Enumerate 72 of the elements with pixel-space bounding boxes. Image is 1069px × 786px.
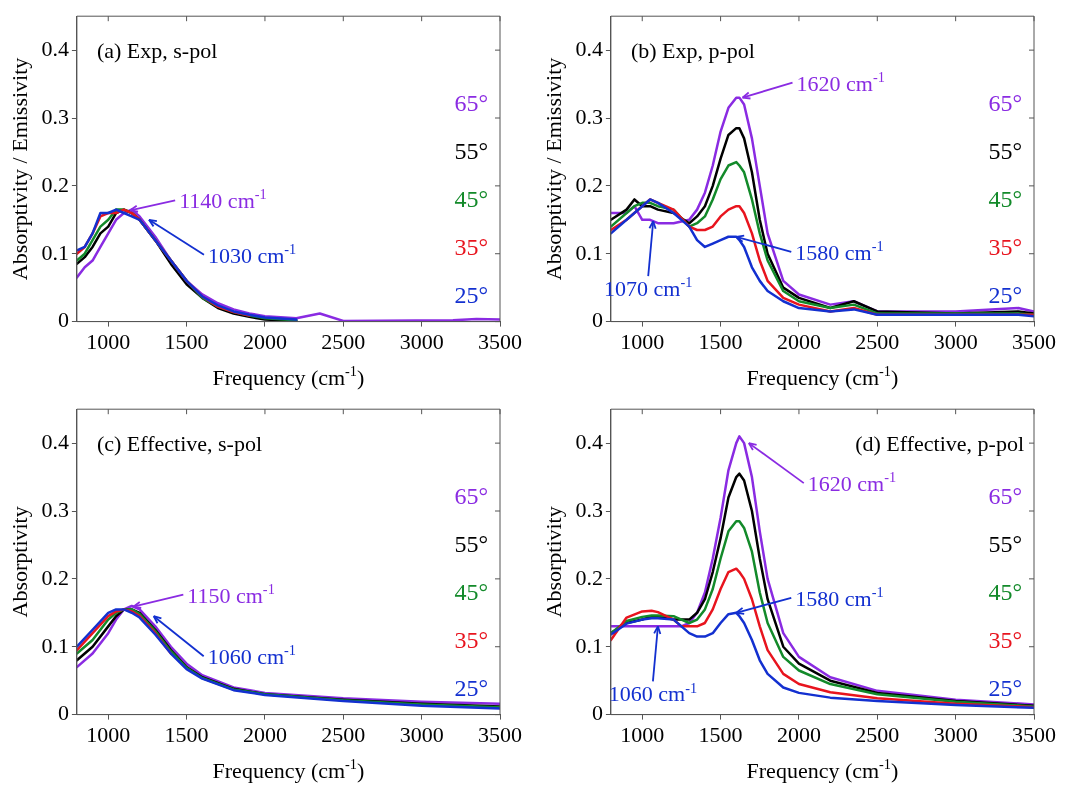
x-tick-label: 1500 [698, 721, 743, 747]
x-tick-label: 1000 [620, 328, 665, 354]
text: 65° [454, 90, 489, 117]
x-tick-label: 3500 [1012, 721, 1056, 747]
text: 35° [454, 627, 489, 654]
y-tick-label: 0.4 [575, 428, 603, 454]
text: 45° [454, 186, 489, 213]
x-tick-label: 3500 [1012, 328, 1056, 354]
y-tick-label: 0.2 [575, 564, 603, 590]
text: 55° [988, 531, 1023, 558]
x-tick-label: 3000 [933, 328, 978, 354]
x-tick-label: 1000 [86, 328, 131, 354]
x-tick-label: 2500 [321, 328, 366, 354]
text: 65° [454, 483, 489, 510]
y-tick-label: 0.3 [41, 103, 69, 129]
y-tick-label: 0.1 [575, 239, 603, 265]
text: (c) Effective, s-pol [96, 431, 263, 457]
y-axis-title: Absorptivity / Emissivity [6, 57, 32, 281]
y-axis-title: Absorptivity [540, 506, 566, 618]
y-axis-title: Absorptivity [6, 506, 32, 618]
text: 65° [988, 483, 1023, 510]
text: 55° [454, 138, 489, 165]
text: 35° [454, 234, 489, 261]
text: 35° [988, 627, 1023, 654]
text: 65° [988, 90, 1023, 117]
x-tick-label: 3500 [478, 721, 522, 747]
series-label: 25° [988, 282, 1023, 309]
y-tick-label: 0.2 [41, 564, 69, 590]
text: 25° [454, 282, 489, 309]
y-tick-label: 0.4 [41, 428, 69, 454]
y-tick-label: 0.3 [41, 496, 69, 522]
x-tick-label: 3500 [478, 328, 522, 354]
x-tick-label: 2000 [242, 328, 287, 354]
text: 35° [988, 234, 1023, 261]
x-tick-label: 3000 [399, 721, 444, 747]
x-tick-label: 2000 [776, 328, 821, 354]
x-tick-label: 2000 [776, 721, 821, 747]
x-tick-label: 1000 [620, 721, 665, 747]
y-tick-label: 0.2 [575, 171, 603, 197]
text: (a) Exp, s-pol [96, 38, 218, 64]
text: 45° [454, 579, 489, 606]
x-tick-label: 1500 [164, 328, 209, 354]
y-tick-label: 0.3 [575, 103, 603, 129]
y-tick-label: 0.4 [41, 35, 69, 61]
text: 55° [454, 531, 489, 558]
y-tick-label: 0.1 [41, 239, 69, 265]
text: 45° [988, 579, 1023, 606]
series-label: 25° [454, 675, 489, 702]
text: (d) Effective, p-pol [855, 431, 1025, 457]
x-tick-label: 2000 [242, 721, 287, 747]
y-axis-title: Absorptivity / Emissivity [540, 57, 566, 281]
x-tick-label: 3000 [399, 328, 444, 354]
x-tick-label: 2500 [855, 721, 900, 747]
y-tick-label: 0.3 [575, 496, 603, 522]
x-tick-label: 1500 [164, 721, 209, 747]
x-tick-label: 1500 [698, 328, 743, 354]
text: 55° [988, 138, 1023, 165]
y-tick-label: 0 [57, 700, 69, 726]
text: 45° [988, 186, 1023, 213]
x-tick-label: 2500 [321, 721, 366, 747]
x-tick-label: 2500 [855, 328, 900, 354]
x-tick-label: 1000 [86, 721, 131, 747]
y-tick-label: 0 [57, 307, 69, 333]
y-tick-label: 0.2 [41, 171, 69, 197]
x-tick-label: 3000 [933, 721, 978, 747]
y-tick-label: 0 [591, 307, 603, 333]
y-tick-label: 0.4 [575, 35, 603, 61]
text: (b) Exp, p-pol [630, 38, 755, 64]
y-tick-label: 0 [591, 700, 603, 726]
series-label: 25° [988, 675, 1023, 702]
y-tick-label: 0.1 [575, 632, 603, 658]
y-tick-label: 0.1 [41, 632, 69, 658]
